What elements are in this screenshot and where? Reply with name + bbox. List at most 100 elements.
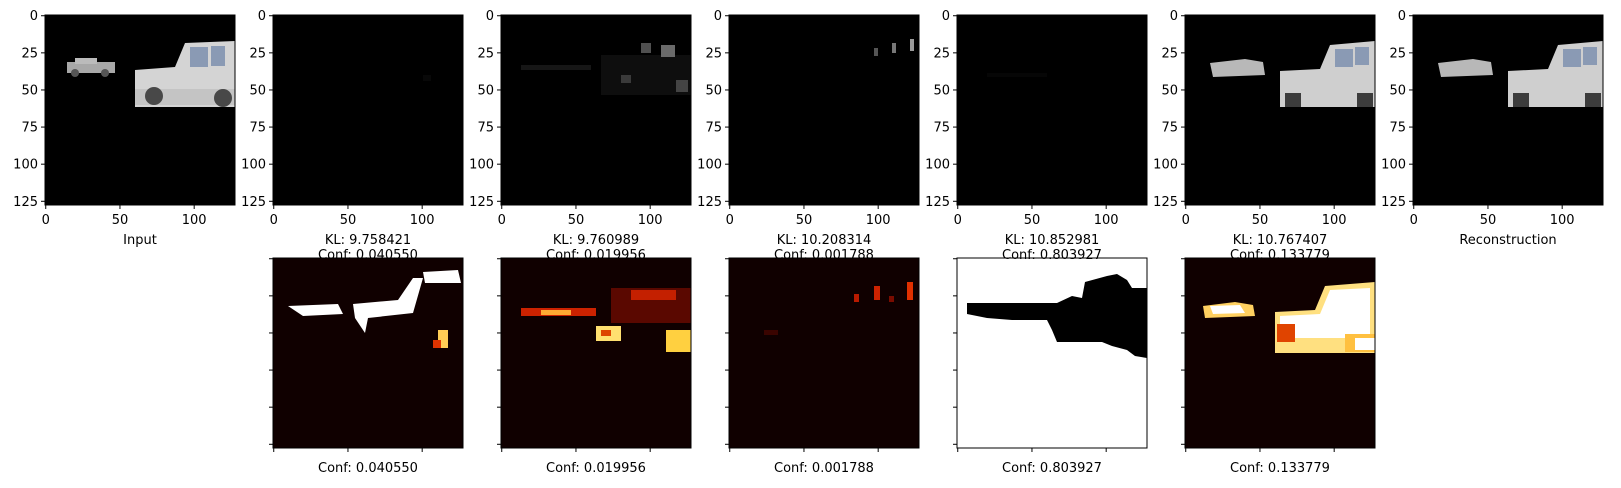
mask-conf-label: Conf: 0.803927 xyxy=(1002,461,1102,476)
x-tick-label: 100 xyxy=(1550,213,1575,228)
x-tick-label: 100 xyxy=(182,213,207,228)
kl-label: KL: 10.208314 xyxy=(777,233,872,248)
mask-panel-4 xyxy=(957,258,1147,448)
sample-5-image xyxy=(1185,15,1375,205)
y-tick-label: 100 xyxy=(13,158,38,173)
x-tick-label: 50 xyxy=(796,213,813,228)
axes-frame xyxy=(728,14,920,206)
x-tick-label: 100 xyxy=(866,213,891,228)
y-tick-label: 100 xyxy=(1153,158,1178,173)
x-tick-label: 100 xyxy=(410,213,435,228)
panel-sample-4 xyxy=(957,15,1147,205)
input-image xyxy=(45,15,235,205)
y-tick-label: 50 xyxy=(933,83,950,98)
mask-2-heatmap xyxy=(501,258,691,448)
x-tick-label: 0 xyxy=(726,213,734,228)
y-tick-label: 50 xyxy=(477,83,494,98)
y-tick-label: 125 xyxy=(469,195,494,210)
y-tick-label: 75 xyxy=(933,121,950,136)
panel-xlabel: Input xyxy=(123,233,157,248)
y-tick-label: 25 xyxy=(249,46,266,61)
x-tick-label: 100 xyxy=(638,213,663,228)
y-tick-label: 75 xyxy=(477,121,494,136)
mask-panel-2 xyxy=(501,258,691,448)
mask-frame xyxy=(500,257,692,449)
kl-label: KL: 10.767407 xyxy=(1233,233,1328,248)
y-tick-label: 25 xyxy=(1389,46,1406,61)
conf-label: Conf: 0.001788 xyxy=(774,248,874,263)
axes-frame xyxy=(1184,14,1376,206)
mask-panel-3 xyxy=(729,258,919,448)
x-tick-label: 0 xyxy=(498,213,506,228)
mask-1-heatmap xyxy=(273,258,463,448)
mask-3-heatmap xyxy=(729,258,919,448)
conf-label: Conf: 0.133779 xyxy=(1230,248,1330,263)
x-tick-label: 50 xyxy=(1024,213,1041,228)
conf-label: Conf: 0.019956 xyxy=(546,248,646,263)
y-tick-label: 25 xyxy=(1161,46,1178,61)
y-tick-label: 50 xyxy=(1161,83,1178,98)
mask-4-heatmap xyxy=(957,258,1147,448)
y-tick-label: 50 xyxy=(249,83,266,98)
y-tick-label: 75 xyxy=(1389,121,1406,136)
x-tick-label: 0 xyxy=(270,213,278,228)
mask-frame xyxy=(956,257,1148,449)
y-tick-label: 50 xyxy=(1389,83,1406,98)
y-tick-label: 100 xyxy=(925,158,950,173)
axes-frame xyxy=(1412,14,1604,206)
x-tick-label: 50 xyxy=(1480,213,1497,228)
x-tick-label: 50 xyxy=(340,213,357,228)
axes-frame xyxy=(44,14,236,206)
y-tick-label: 125 xyxy=(925,195,950,210)
y-tick-label: 125 xyxy=(697,195,722,210)
y-tick-label: 125 xyxy=(1153,195,1178,210)
y-tick-label: 50 xyxy=(21,83,38,98)
x-tick-label: 0 xyxy=(42,213,50,228)
panel-sample-3 xyxy=(729,15,919,205)
mask-panel-5 xyxy=(1185,258,1375,448)
sample-4-image xyxy=(957,15,1147,205)
panel-input xyxy=(45,15,235,205)
panel-sample-5 xyxy=(1185,15,1375,205)
y-tick-label: 25 xyxy=(21,46,38,61)
x-tick-label: 100 xyxy=(1322,213,1347,228)
y-tick-label: 0 xyxy=(714,9,722,24)
reconstruction-image xyxy=(1413,15,1603,205)
axes-frame xyxy=(272,14,464,206)
y-tick-label: 125 xyxy=(13,195,38,210)
mask-frame xyxy=(272,257,464,449)
kl-label: KL: 9.760989 xyxy=(553,233,639,248)
y-tick-label: 100 xyxy=(241,158,266,173)
y-tick-label: 125 xyxy=(1381,195,1406,210)
kl-label: KL: 9.758421 xyxy=(325,233,411,248)
y-tick-label: 0 xyxy=(1398,9,1406,24)
mask-panel-1 xyxy=(273,258,463,448)
y-tick-label: 0 xyxy=(486,9,494,24)
x-tick-label: 0 xyxy=(1410,213,1418,228)
x-tick-label: 50 xyxy=(1252,213,1269,228)
axes-frame xyxy=(956,14,1148,206)
x-tick-label: 100 xyxy=(1094,213,1119,228)
conf-label: Conf: 0.803927 xyxy=(1002,248,1102,263)
mask-conf-label: Conf: 0.001788 xyxy=(774,461,874,476)
sample-3-image xyxy=(729,15,919,205)
panel-sample-1 xyxy=(273,15,463,205)
y-tick-label: 50 xyxy=(705,83,722,98)
y-tick-label: 100 xyxy=(469,158,494,173)
axes-frame xyxy=(500,14,692,206)
y-tick-label: 25 xyxy=(933,46,950,61)
kl-label: KL: 10.852981 xyxy=(1005,233,1100,248)
x-tick-label: 50 xyxy=(568,213,585,228)
mask-frame xyxy=(728,257,920,449)
sample-1-image xyxy=(273,15,463,205)
y-tick-label: 0 xyxy=(258,9,266,24)
y-tick-label: 0 xyxy=(30,9,38,24)
x-tick-label: 0 xyxy=(954,213,962,228)
y-tick-label: 75 xyxy=(21,121,38,136)
mask-conf-label: Conf: 0.040550 xyxy=(318,461,418,476)
panel-reconstruction xyxy=(1413,15,1603,205)
y-tick-label: 25 xyxy=(705,46,722,61)
y-tick-label: 75 xyxy=(249,121,266,136)
mask-5-heatmap xyxy=(1185,258,1375,448)
